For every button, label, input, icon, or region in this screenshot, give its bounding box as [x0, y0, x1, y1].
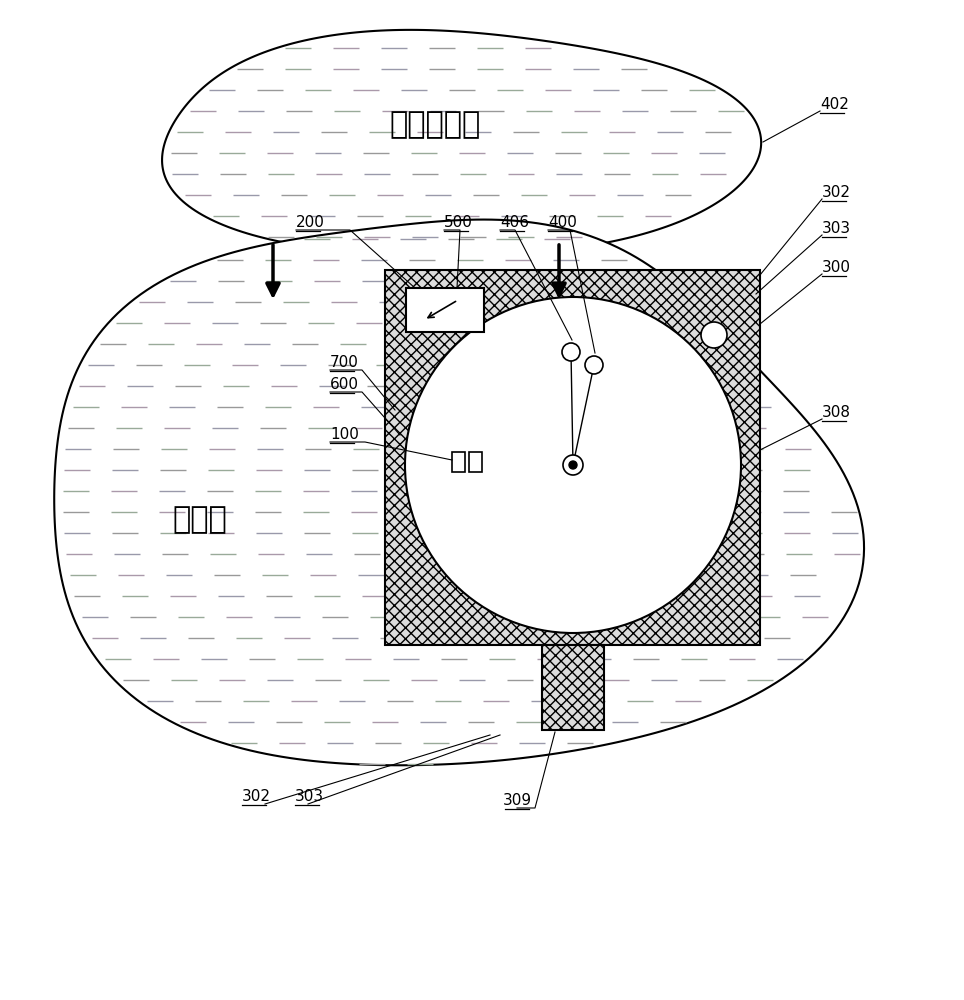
- Text: 500: 500: [444, 215, 473, 230]
- Bar: [385, 270, 760, 645]
- Text: 308: 308: [822, 405, 851, 420]
- Text: 309: 309: [502, 793, 531, 808]
- Circle shape: [405, 297, 741, 633]
- Text: 700: 700: [330, 355, 359, 370]
- Polygon shape: [162, 30, 762, 255]
- Text: 200: 200: [296, 215, 325, 230]
- Text: 400: 400: [548, 215, 576, 230]
- Circle shape: [569, 461, 577, 469]
- Text: 302: 302: [822, 185, 851, 200]
- Text: 养殖区: 养殖区: [173, 506, 228, 534]
- Circle shape: [562, 343, 580, 361]
- Bar: [452, 452, 465, 472]
- Text: 302: 302: [242, 789, 271, 804]
- Circle shape: [701, 322, 727, 348]
- Circle shape: [585, 356, 603, 374]
- Text: 600: 600: [330, 377, 359, 392]
- Circle shape: [563, 455, 583, 475]
- Bar: [542, 645, 604, 730]
- Bar: [406, 288, 484, 332]
- Text: 100: 100: [330, 427, 359, 442]
- Text: 300: 300: [822, 260, 851, 275]
- Text: 406: 406: [500, 215, 529, 230]
- Polygon shape: [54, 220, 864, 765]
- Text: 303: 303: [822, 221, 851, 236]
- Text: 402: 402: [820, 97, 849, 112]
- Text: 303: 303: [295, 789, 324, 804]
- Text: 生态净化区: 生态净化区: [389, 110, 481, 139]
- Bar: [469, 452, 482, 472]
